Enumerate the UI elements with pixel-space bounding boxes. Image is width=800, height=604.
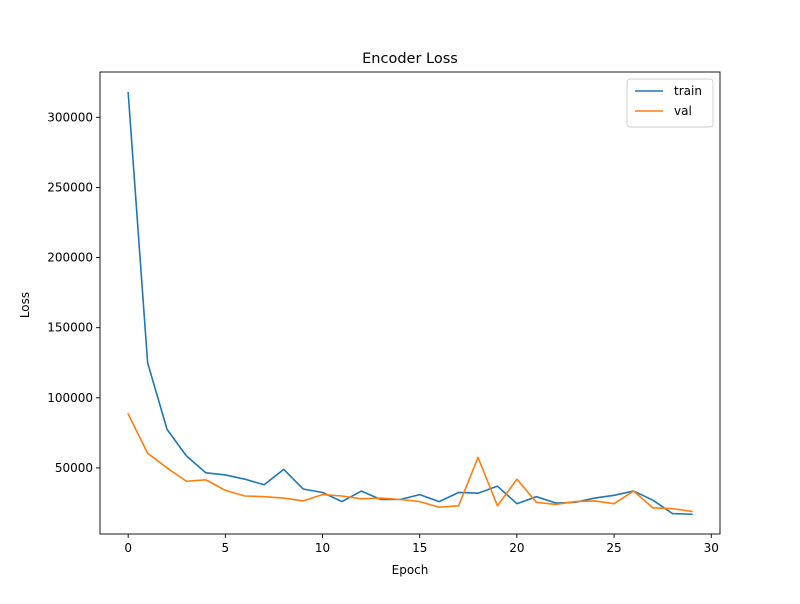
- legend: train val: [626, 78, 714, 128]
- x-tick-label: 20: [509, 541, 524, 555]
- x-tick-label: 25: [606, 541, 621, 555]
- y-tick-label: 50000: [55, 461, 93, 475]
- y-tick-label: 250000: [47, 180, 93, 194]
- x-axis-label: Epoch: [392, 563, 429, 577]
- legend-label-train: train: [674, 84, 702, 98]
- series-line-train: [127, 91, 693, 516]
- plot-lines: [127, 91, 693, 516]
- y-tick-label: 100000: [47, 391, 93, 405]
- x-tick-label: 15: [412, 541, 427, 555]
- y-tick-label: 150000: [47, 321, 93, 335]
- x-tick-label: 0: [124, 541, 132, 555]
- plot-area-frame: [99, 71, 721, 535]
- y-tick-label: 300000: [47, 110, 93, 124]
- x-tick-label: 30: [704, 541, 719, 555]
- x-tick-label: 5: [222, 541, 230, 555]
- y-tick-label: 200000: [47, 251, 93, 265]
- y-axis-label: Loss: [18, 292, 32, 318]
- legend-label-val: val: [674, 104, 692, 118]
- chart-title: Encoder Loss: [362, 51, 458, 67]
- axis-ticks: 0 5 10 15 20 25 30 50000 100000 150000 200000 25000…: [47, 110, 719, 555]
- x-tick-label: 10: [315, 541, 330, 555]
- series-line-val: [127, 412, 693, 513]
